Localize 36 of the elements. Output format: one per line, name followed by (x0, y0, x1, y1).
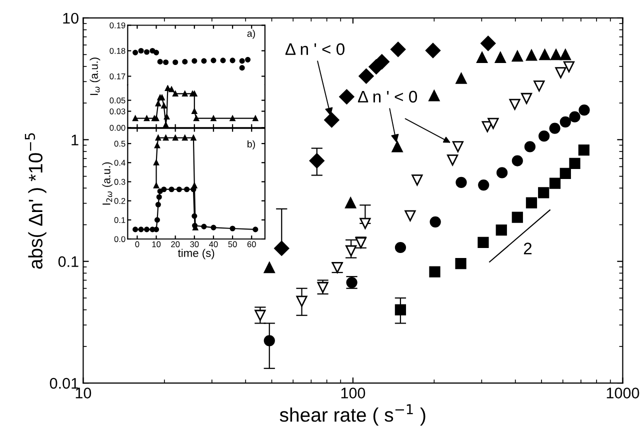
y-tick-label: 0.17 (110, 73, 126, 80)
y-tick-label: 0.5 (114, 140, 126, 147)
x-tick-label: 1000 (606, 388, 640, 398)
y-tick-label: 0.05 (110, 97, 126, 104)
x-axis-title: time (s) (178, 248, 214, 260)
x-tick-label: 0 (135, 241, 140, 248)
x-tick-label: 30 (190, 241, 199, 248)
x-tick-label: 10 (76, 388, 92, 398)
y-tick-label: 0.19 (110, 22, 126, 28)
y-tick-label: 0.01 (50, 378, 78, 389)
y-tick-label: 0.03 (110, 108, 126, 114)
y-tick-label: 0.4 (114, 160, 126, 166)
y-tick-label: 0.1 (58, 256, 78, 268)
y-tick-label: 0.0 (114, 236, 126, 242)
y-tick-label: 1 (72, 134, 78, 146)
annotation: Δ n ' < 0 (358, 90, 418, 103)
y-tick-label: 0.18 (110, 48, 126, 54)
y-tick-label: 0.00 (110, 124, 126, 131)
y-axis-title: I$_{2ω}$ (a.u.) (102, 162, 113, 205)
y-axis-title: I$_{ω}$ (a.u.) (90, 58, 100, 95)
y-tick-label: 0.2 (114, 198, 126, 204)
y-axis-title: abs( Δn' ) *10$^{−5}$ (24, 133, 46, 269)
x-tick-label: 20 (171, 241, 180, 248)
y-tick-label: 10 (63, 12, 78, 24)
x-axis-title: shear rate ( s$^{−1}$ ) (280, 404, 426, 426)
annotation: 2 (524, 242, 532, 254)
x-tick-label: 60 (247, 241, 256, 248)
annotation: a) (247, 30, 255, 39)
annotation: b) (248, 140, 255, 150)
y-tick-label: 0.3 (114, 178, 126, 185)
annotation: Δ n ' < 0 (285, 43, 344, 56)
x-tick-label: 50 (228, 241, 237, 248)
x-tick-label: 10 (152, 241, 161, 248)
x-tick-label: 100 (341, 388, 366, 398)
y-tick-label: 0.1 (114, 217, 126, 224)
x-tick-label: 40 (209, 241, 218, 248)
